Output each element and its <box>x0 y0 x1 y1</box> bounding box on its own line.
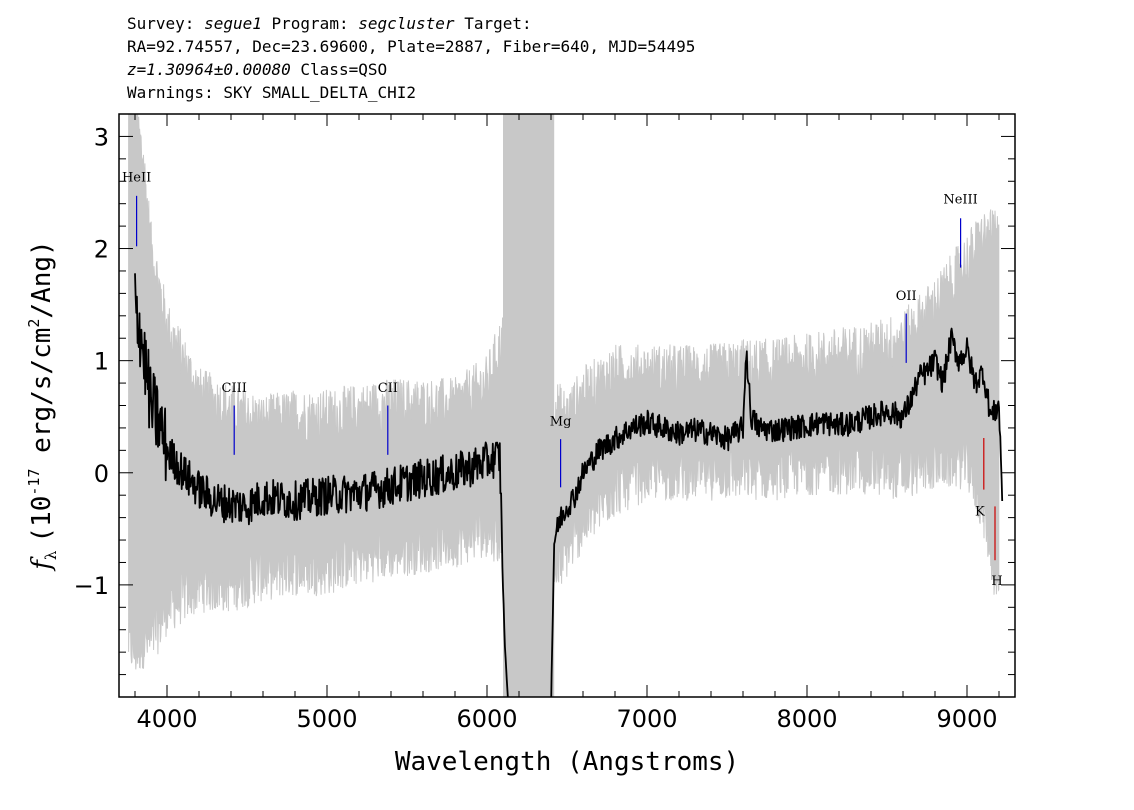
redshift-value: z=1.30964±0.00080 <box>127 60 291 79</box>
y-axis-unit-suffix: /Ang) <box>27 240 57 318</box>
y-axis-unit-prefix: (10 <box>27 496 57 543</box>
tick-layer: 4000 5000 6000 7000 8000 9000 −1 0 1 2 3 <box>74 114 1015 733</box>
survey-value: segue1 <box>204 14 262 33</box>
line-label-cii: CII <box>378 381 398 396</box>
line-label-k: K <box>975 504 985 519</box>
y-tick-label: 3 <box>94 123 109 151</box>
x-tick-label: 4000 <box>136 705 197 733</box>
survey-label: Survey: <box>127 14 195 33</box>
y-axis-symbol-sub: λ <box>42 550 60 560</box>
line-marker-layer: HeII CIII CII Mg OII NeIII K H <box>122 170 1003 589</box>
x-tick-label: 9000 <box>936 705 997 733</box>
line-label-neiii: NeIII <box>943 193 977 208</box>
y-tick-label: −1 <box>74 572 109 600</box>
program-label: Program: <box>271 14 349 33</box>
header-line-coordinates: RA=92.74557, Dec=23.69600, Plate=2887, F… <box>127 37 696 56</box>
y-tick-label: 2 <box>94 236 109 264</box>
header-line-redshift: z=1.30964±0.00080 Class=QSO <box>127 58 695 81</box>
program-value: segcluster <box>358 14 455 33</box>
y-tick-label: 1 <box>94 348 109 376</box>
line-label-ciii: CIII <box>222 381 247 396</box>
error-band-gap <box>503 114 555 697</box>
x-tick-label: 5000 <box>296 705 357 733</box>
header-line-survey: Survey: segue1 Program: segcluster Targe… <box>127 12 695 35</box>
y-axis-unit-middle: erg/s/cm <box>27 328 57 469</box>
header-line-warnings: Warnings: SKY SMALL_DELTA_CHI2 <box>127 83 416 102</box>
error-band-layer <box>128 114 1000 697</box>
line-label-oii: OII <box>896 289 917 304</box>
flux-line <box>134 273 1004 697</box>
line-label-h: H <box>991 574 1002 589</box>
y-axis-title: fλ(10-17 erg/s/cm2/Ang) <box>25 240 60 571</box>
y-tick-label: 0 <box>94 460 109 488</box>
x-tick-label: 8000 <box>776 705 837 733</box>
flux-layer <box>134 273 1004 697</box>
x-tick-label: 6000 <box>456 705 517 733</box>
class-value: Class=QSO <box>300 60 388 79</box>
x-axis-title: Wavelength (Angstroms) <box>395 747 739 777</box>
line-label-mg: Mg <box>550 415 572 430</box>
spectrum-header: Survey: segue1 Program: segcluster Targe… <box>127 12 695 104</box>
x-tick-label: 7000 <box>616 705 677 733</box>
error-band <box>128 114 1000 670</box>
target-label: Target: <box>464 14 532 33</box>
y-axis-unit-exponent-2: 2 <box>25 319 43 328</box>
y-axis-unit-exponent: -17 <box>25 469 43 496</box>
line-label-heii: HeII <box>122 170 151 185</box>
